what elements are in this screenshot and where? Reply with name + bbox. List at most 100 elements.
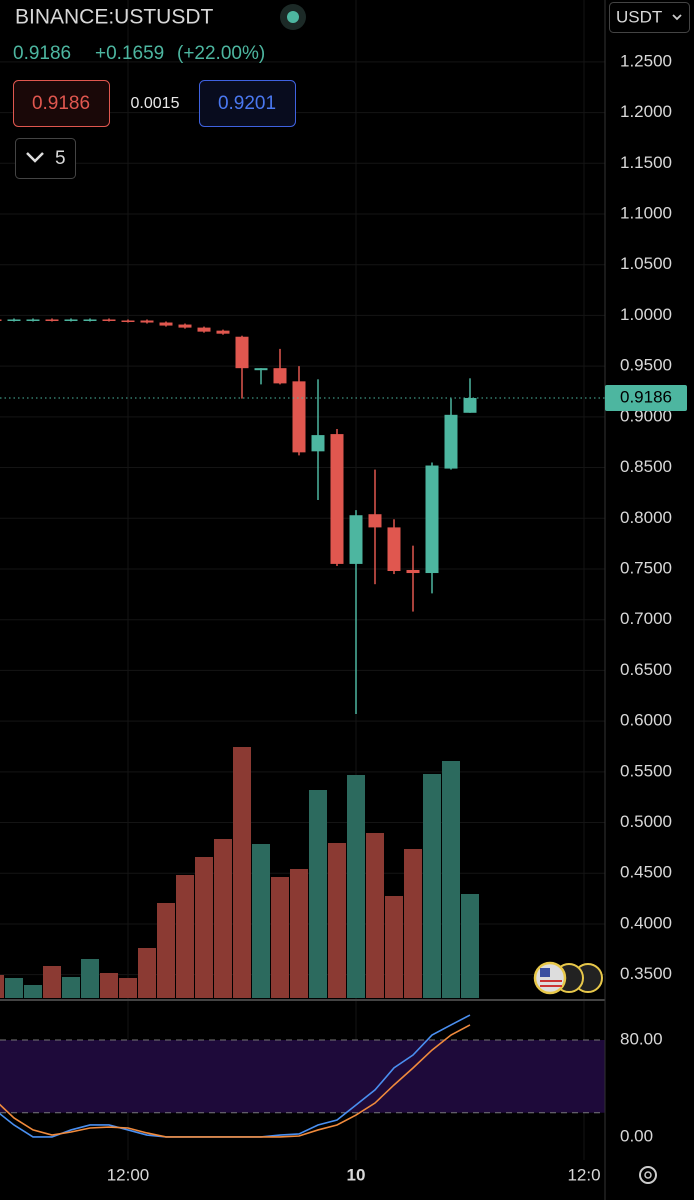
- candle-body: [463, 397, 477, 413]
- rsi-line: [0, 1024, 471, 1138]
- y-tick-label: 0.3500: [620, 964, 672, 983]
- candle-body: [83, 319, 97, 321]
- currency: USDT: [616, 7, 662, 26]
- volume-bar: [385, 896, 403, 998]
- y-tick-label: 1.2000: [620, 102, 672, 121]
- candle-body: [7, 319, 21, 321]
- volume-bar: [461, 894, 479, 998]
- y-tick-label: 1.2500: [620, 51, 672, 70]
- spread: 0.0015: [131, 95, 180, 112]
- y-tick-label: 0.6000: [620, 711, 672, 730]
- volume-bar: [100, 973, 118, 998]
- y-tick-label: 0.5000: [620, 812, 672, 831]
- rsi-band: [0, 1040, 605, 1113]
- volume-bar: [423, 774, 441, 998]
- collapse-button[interactable]: [15, 138, 76, 179]
- currency-dropdown[interactable]: [609, 2, 690, 33]
- candle-body: [349, 515, 363, 564]
- ask: 0.9201: [218, 93, 276, 114]
- candle-body: [235, 336, 249, 369]
- volume-bar: [366, 833, 384, 998]
- volume-bar: [24, 985, 42, 998]
- price-pane: [0, 318, 605, 715]
- volume-bar: [119, 978, 137, 998]
- bid: 0.9186: [32, 93, 90, 114]
- volume-bar: [309, 790, 327, 998]
- change-pct: (+22.00%): [177, 43, 265, 64]
- y-tick-label: 1.0000: [620, 305, 672, 324]
- volume-bar: [176, 875, 194, 998]
- indicator-count: 5: [55, 148, 66, 169]
- candle-body: [425, 465, 439, 574]
- y-tick-label: 1.1000: [620, 203, 672, 222]
- y-tick-label: 0.6500: [620, 660, 672, 679]
- y-tick-label: 0.4000: [620, 913, 672, 932]
- candle-body: [102, 319, 116, 321]
- y-tick-label: 1.0500: [620, 254, 672, 273]
- candle-body: [159, 322, 173, 326]
- last-price-label: 0.9186: [620, 387, 672, 406]
- y-tick-label: 0.7500: [620, 558, 672, 577]
- ask-box[interactable]: [199, 80, 296, 127]
- volume-bar: [252, 844, 270, 998]
- volume-bar: [0, 975, 4, 998]
- candle-body: [273, 368, 287, 384]
- last-price: 0.9186: [13, 43, 71, 64]
- settings-icon[interactable]: [639, 1166, 657, 1184]
- candle-body: [121, 320, 135, 322]
- candle-body: [406, 569, 420, 574]
- y-tick-label: 0.7000: [620, 609, 672, 628]
- volume-bar: [5, 978, 23, 998]
- y-tick-label: 80.00: [620, 1029, 663, 1048]
- volume-bar: [442, 761, 460, 998]
- x-tick-label: 10: [347, 1165, 366, 1184]
- volume-bar: [62, 977, 80, 998]
- volume-pane: [0, 747, 479, 998]
- y-tick-label: 1.1500: [620, 153, 672, 172]
- x-tick-label: 12:00: [107, 1165, 150, 1184]
- volume-bar: [271, 877, 289, 998]
- volume-bar: [195, 857, 213, 998]
- candle-body: [197, 327, 211, 332]
- change: +0.1659: [95, 43, 164, 64]
- candle-body: [64, 319, 78, 321]
- candle-body: [140, 320, 154, 323]
- volume-bar: [328, 843, 346, 998]
- volume-bar: [138, 948, 156, 998]
- candle-body: [45, 319, 59, 321]
- volume-bar: [233, 747, 251, 998]
- candle-body: [387, 527, 401, 572]
- volume-bar: [214, 839, 232, 998]
- volume-bar: [81, 959, 99, 998]
- volume-bar: [290, 869, 308, 998]
- volume-bar: [347, 775, 365, 998]
- y-tick-label: 0.5500: [620, 761, 672, 780]
- candle-body: [292, 381, 306, 453]
- x-tick-label: 12:0: [567, 1165, 600, 1184]
- last-price-box: [605, 384, 687, 411]
- candle-body: [216, 330, 230, 334]
- bid-box[interactable]: [13, 80, 110, 127]
- chevron: [26, 152, 44, 163]
- y-tick-label: 0.8500: [620, 457, 672, 476]
- candle-body: [311, 435, 325, 452]
- y-tick-label: 0.4500: [620, 863, 672, 882]
- y-tick-label: 0.9500: [620, 356, 672, 375]
- event-flags: [533, 961, 603, 995]
- candle-body: [178, 324, 192, 328]
- y-tick-label: 0.9000: [620, 406, 672, 425]
- y-tick-label: 0.8000: [620, 508, 672, 527]
- axes: 1.2500 1.2000 1.1500 1.1000 1.0500 1.0000 0.95…: [107, 51, 687, 1184]
- candle-body: [368, 514, 382, 528]
- rsi-pane: [0, 1014, 605, 1138]
- volume-bar: [43, 966, 61, 998]
- volume-bar: [404, 849, 422, 998]
- candle-body: [444, 414, 458, 469]
- status-dot: [287, 11, 299, 23]
- dropdown-chevron: [672, 14, 682, 21]
- volume-bar: [157, 903, 175, 998]
- y-tick-label: 0.00: [620, 1126, 653, 1145]
- symbol: BINANCE:USTUSDT: [15, 6, 214, 29]
